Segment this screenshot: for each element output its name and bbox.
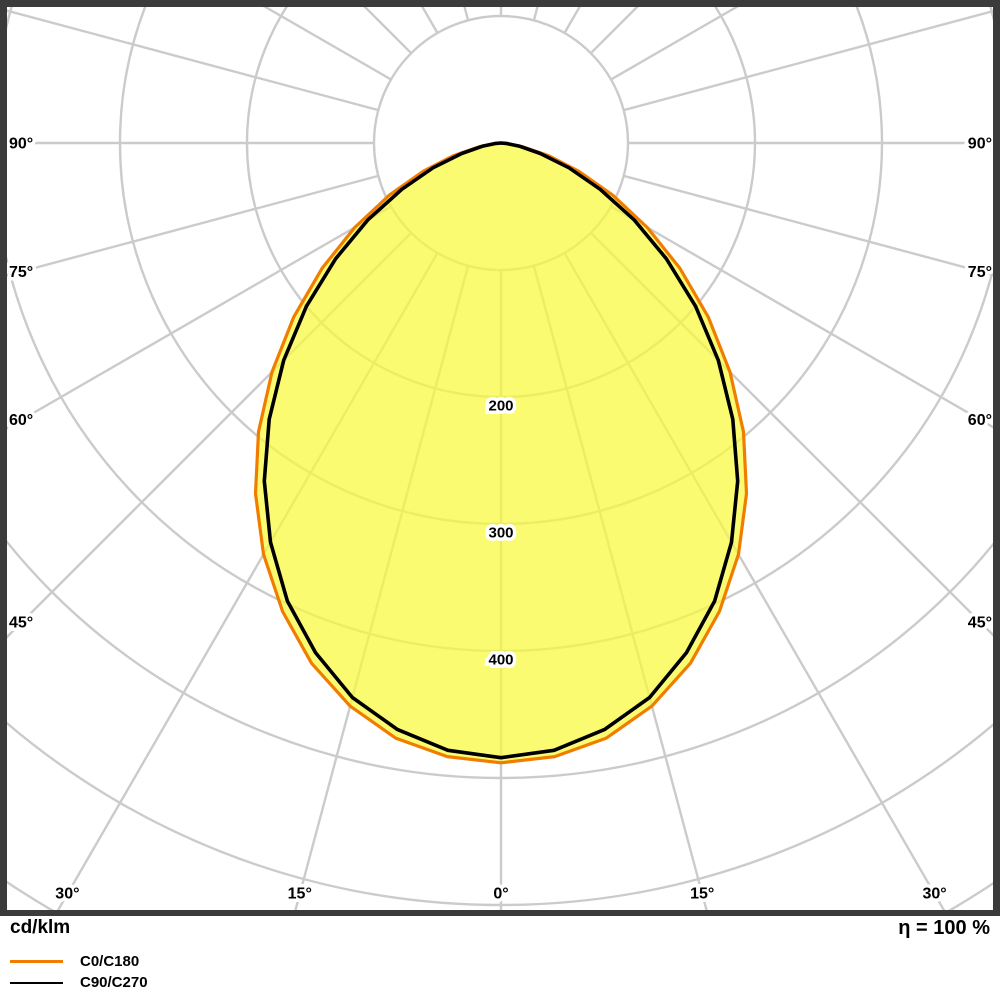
legend: C0/C180 C90/C270 (10, 951, 410, 993)
angle-label-right: 90° (968, 136, 992, 153)
curve-c0-c180 (253, 141, 749, 765)
angle-label-bottom: 30° (922, 886, 946, 903)
efficiency-label: η = 100 % (898, 917, 990, 939)
legend-item-c0-c180: C0/C180 (10, 951, 410, 972)
angle-label-bottom: 15° (288, 886, 312, 903)
grid-spoke (610, 205, 994, 429)
lobe-fill (255, 143, 747, 763)
grid-spoke (362, 6, 413, 55)
angle-label-right: 75° (968, 264, 992, 281)
photometric-polar-chart: 200 300 400 90° 90° 75° 75° 60° 60° 45° 45° 30° 15° 0… (0, 0, 1000, 916)
grid-spoke (623, 9, 994, 112)
legend-label: C90/C270 (80, 974, 148, 991)
angle-label-left: 75° (9, 264, 33, 281)
polar-diagram-svg: 200 300 400 90° 90° 75° 75° 60° 60° 45° 45° 30° 15° 0… (0, 0, 1000, 916)
radial-tick-label: 400 (488, 651, 513, 668)
radial-tick-label: 200 (488, 397, 513, 414)
c90-c270-line-swatch (10, 981, 63, 984)
angle-label-right: 60° (968, 412, 992, 429)
angle-label-bottom: 15° (690, 886, 714, 903)
angle-label-bottom: 0° (493, 886, 508, 903)
legend-label: C0/C180 (80, 953, 140, 970)
grid-spoke (610, 6, 740, 81)
c0-c180-line-swatch (10, 960, 63, 963)
radial-tick-label: 300 (488, 524, 513, 541)
legend-item-c90-c270: C90/C270 (10, 972, 410, 993)
chart-footer: cd/klm η = 100 % (0, 915, 1000, 941)
grid-spoke (6, 205, 392, 430)
curve-c90-c270 (262, 141, 740, 760)
angle-label-left: 60° (9, 412, 33, 429)
angle-label-left: 90° (9, 136, 33, 153)
plot-area: 200 300 400 90° 90° 75° 75° 60° 60° 45° 45° 30° 15° 0… (6, 6, 994, 911)
grid-spoke (262, 6, 392, 81)
unit-label: cd/klm (10, 917, 71, 938)
plot-frame (0, 0, 1000, 916)
angle-label-right: 45° (968, 615, 992, 632)
angle-label-left: 45° (9, 615, 33, 632)
grid-spoke (6, 174, 379, 277)
grid-spoke (623, 174, 994, 277)
angle-label-bottom: 30° (55, 886, 79, 903)
grid-spoke (6, 9, 379, 112)
